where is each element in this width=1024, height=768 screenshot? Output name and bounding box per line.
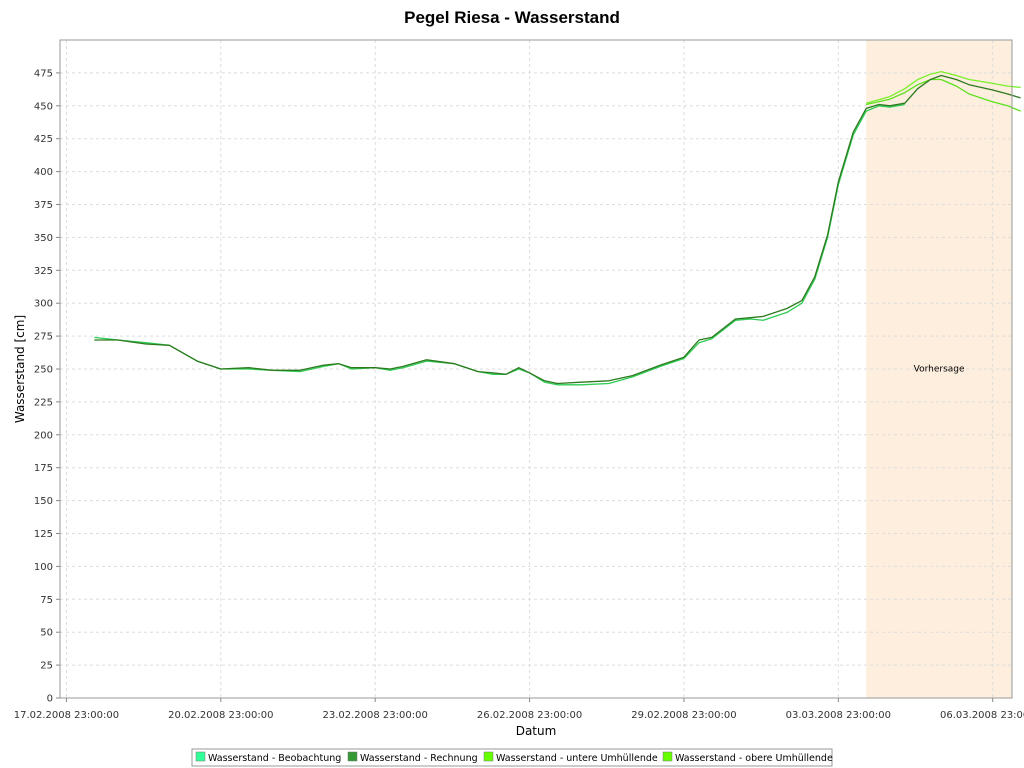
- x-tick-label: 20.02.2008 23:00:00: [168, 710, 273, 721]
- x-axis-label: Datum: [516, 724, 557, 738]
- series-line-3: [866, 70, 1021, 104]
- legend-entry: Wasserstand - Rechnung: [360, 753, 478, 764]
- y-tick-label: 175: [34, 463, 53, 474]
- y-tick-label: 425: [34, 134, 53, 145]
- legend-entry: Wasserstand - Beobachtung: [208, 753, 341, 764]
- y-tick-label: 25: [40, 661, 53, 672]
- legend-swatch: [195, 751, 206, 762]
- legend-entry: Wasserstand - untere Umhüllende: [496, 753, 658, 764]
- y-tick-label: 350: [34, 233, 53, 244]
- y-axis: 0 25 50 75 100 125 150 175 200 225 250 275 300 325 350…: [34, 68, 60, 705]
- x-axis: 17.02.2008 23:00:00 20.02.2008 23:00:00 23…: [14, 698, 1024, 721]
- legend-entry: Wasserstand - obere Umhüllende: [675, 753, 833, 764]
- x-tick-label: 26.02.2008 23:00:00: [477, 710, 582, 721]
- legend: Wasserstand - Beobachtung Wasserstand - R…: [191, 748, 833, 767]
- chart-title: Pegel Riesa - Wasserstand: [404, 8, 620, 27]
- series-line-2: [866, 78, 1021, 112]
- y-tick-label: 300: [34, 299, 53, 310]
- y-tick-label: 375: [34, 200, 53, 211]
- legend-swatch: [662, 751, 673, 762]
- y-tick-label: 225: [34, 397, 53, 408]
- plot-area: Vorhersage: [59, 39, 1021, 699]
- x-tick-label: 23.02.2008 23:00:00: [323, 710, 428, 721]
- x-tick-label: 17.02.2008 23:00:00: [14, 710, 119, 721]
- y-tick-label: 250: [34, 365, 53, 376]
- y-tick-label: 200: [34, 430, 53, 441]
- y-tick-label: 75: [40, 595, 53, 606]
- legend-swatch: [347, 751, 358, 762]
- y-tick-label: 150: [34, 496, 53, 507]
- y-tick-label: 400: [34, 167, 53, 178]
- y-tick-label: 275: [34, 332, 53, 343]
- y-tick-label: 100: [34, 562, 53, 573]
- legend-swatch: [483, 751, 494, 762]
- y-tick-label: 50: [40, 628, 53, 639]
- x-tick-label: 03.03.2008 23:00:00: [786, 710, 891, 721]
- y-tick-label: 0: [47, 694, 53, 705]
- series-line-1: [94, 74, 1021, 385]
- x-tick-label: 06.03.2008 23:00:00: [940, 710, 1024, 721]
- x-tick-label: 29.02.2008 23:00:00: [631, 710, 736, 721]
- y-tick-label: 475: [34, 68, 53, 79]
- forecast-label: Vorhersage: [914, 365, 965, 375]
- y-axis-label: Wasserstand [cm]: [13, 315, 27, 423]
- y-tick-label: 450: [34, 101, 53, 112]
- y-tick-label: 325: [34, 266, 53, 277]
- series-lines: [94, 70, 1021, 386]
- grid-lines: [60, 40, 1012, 699]
- y-tick-label: 125: [34, 529, 53, 540]
